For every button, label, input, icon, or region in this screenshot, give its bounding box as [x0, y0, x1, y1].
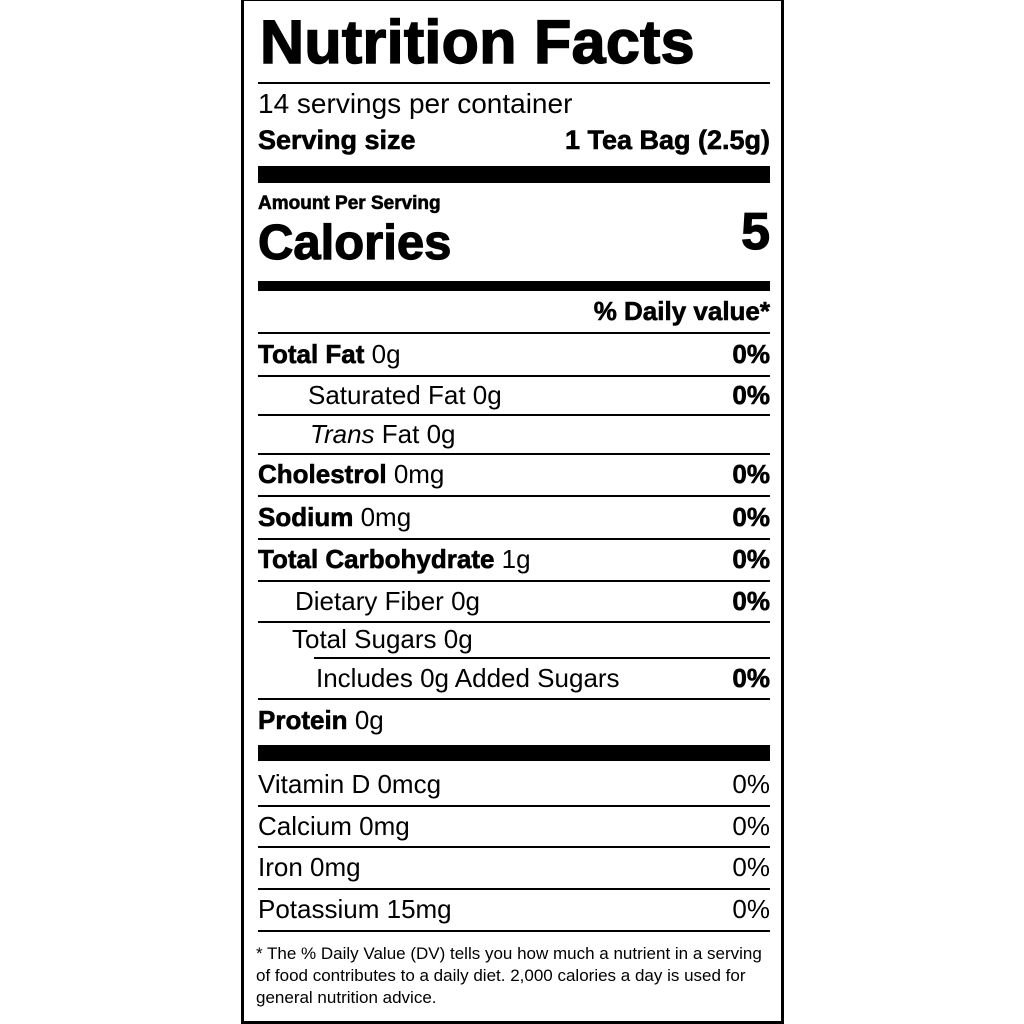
nutrient-name: Includes 0g Added Sugars	[316, 662, 620, 693]
nutrient-dv: 0%	[732, 544, 770, 575]
nutrient-row-added-sugars: Includes 0g Added Sugars 0%	[258, 658, 770, 698]
nutrient-dv: 0%	[732, 379, 770, 410]
divider	[258, 332, 770, 334]
divider	[258, 82, 770, 84]
divider	[258, 621, 770, 623]
nutrient-name: Sodium	[258, 501, 354, 532]
vitamin-name: Vitamin D 0mcg	[258, 768, 442, 799]
vitamin-name: Iron 0mg	[258, 852, 361, 882]
divider	[258, 538, 770, 540]
nutrient-dv: 0%	[732, 338, 770, 369]
nutrient-row-total-fat: Total Fat 0g 0%	[258, 333, 771, 375]
nutrient-row-cholesterol: Cholestrol 0mg 0%	[258, 454, 771, 495]
nutrient-row-dietary-fiber: Dietary Fiber 0g 0%	[258, 581, 770, 621]
nutrient-amount: 0g	[371, 338, 401, 369]
nutrient-name: Dietary Fiber	[295, 585, 444, 616]
footnote: * The % Daily Value (DV) tells you how m…	[256, 944, 762, 1007]
nutrient-row-saturated-fat: Saturated Fat 0g 0%	[258, 376, 770, 414]
nutrient-amount: 0g	[354, 704, 384, 735]
vitamin-name: Calcium 0mg	[258, 810, 410, 841]
thick-divider	[258, 166, 770, 183]
nutrition-facts-label: Nutrition Facts 14 servings per containe…	[241, 0, 784, 1024]
vitamin-dv: 0%	[732, 768, 770, 799]
vitamin-dv: 0%	[732, 810, 770, 841]
nutrient-name: Saturated Fat	[308, 379, 466, 410]
nutrient-name: Protein	[258, 704, 348, 735]
nutrient-name: Total Carbohydrate	[258, 544, 495, 575]
nutrient-row-total-sugars: Total Sugars 0g	[258, 621, 770, 657]
vitamin-dv: 0%	[732, 894, 770, 924]
nutrient-amount: 0g	[426, 418, 456, 449]
amount-per-serving: Amount Per Serving	[258, 193, 441, 215]
daily-value-header: % Daily value*	[258, 294, 770, 328]
serving-size-label: Serving size	[258, 124, 416, 155]
divider	[258, 846, 770, 848]
vitamin-name: Potassium 15mg	[258, 894, 452, 924]
vitamin-dv: 0%	[732, 852, 770, 882]
daily-value-header-text: % Daily value*	[593, 295, 770, 326]
nutrient-row-sodium: Sodium 0mg 0%	[258, 496, 771, 538]
servings-text: 14 servings per container	[258, 88, 573, 119]
vitamin-row: Potassium 15mg 0%	[258, 889, 770, 930]
nutrient-amount: 0g	[472, 379, 502, 410]
nutrient-row-total-carbohydrate: Total Carbohydrate 1g 0%	[258, 539, 771, 580]
medium-divider	[258, 281, 770, 291]
vitamin-row: Iron 0mg 0%	[258, 847, 770, 888]
divider	[258, 698, 770, 700]
divider	[258, 580, 770, 582]
nutrient-dv: 0%	[732, 459, 770, 490]
calories-row: Calories 5	[257, 202, 770, 273]
servings-per-container: 14 servings per container	[258, 87, 770, 121]
divider	[258, 375, 770, 377]
divider	[258, 805, 770, 807]
calories-value: 5	[740, 202, 770, 261]
divider	[258, 888, 770, 890]
nutrient-name: Fat	[381, 418, 420, 449]
nutrient-amount: 0mg	[393, 459, 445, 489]
nutrient-dv: 0%	[732, 585, 770, 616]
thick-divider	[258, 745, 770, 761]
nutrient-dv: 0%	[732, 501, 770, 532]
calories-label: Calories	[257, 215, 452, 270]
nutrient-name: Total Sugars	[292, 623, 437, 654]
nutrient-dv: 0%	[732, 662, 770, 693]
label-title: Nutrition Facts	[259, 7, 695, 77]
nutrient-name: Total Fat	[258, 338, 365, 369]
divider	[258, 414, 770, 416]
divider	[258, 930, 770, 932]
vitamin-row: Calcium 0mg 0%	[258, 806, 770, 846]
divider	[258, 495, 770, 497]
vitamin-row: Vitamin D 0mcg 0%	[258, 763, 770, 805]
divider	[314, 657, 770, 659]
nutrient-row-protein: Protein 0g	[258, 699, 770, 741]
nutrient-name: Cholestrol	[258, 459, 387, 490]
nutrient-amount: 0mg	[360, 501, 412, 532]
nutrient-amount: 0g	[451, 585, 480, 616]
serving-size-row: Serving size 1 Tea Bag (2.5g)	[258, 123, 771, 157]
nutrient-amount: 0g	[443, 623, 473, 654]
nutrient-row-trans-fat: Trans Fat 0g	[258, 415, 770, 453]
serving-size-value: 1 Tea Bag (2.5g)	[564, 124, 771, 155]
divider	[258, 453, 770, 455]
nutrient-amount: 1g	[501, 544, 531, 574]
nutrient-name-italic: Trans	[310, 418, 375, 449]
